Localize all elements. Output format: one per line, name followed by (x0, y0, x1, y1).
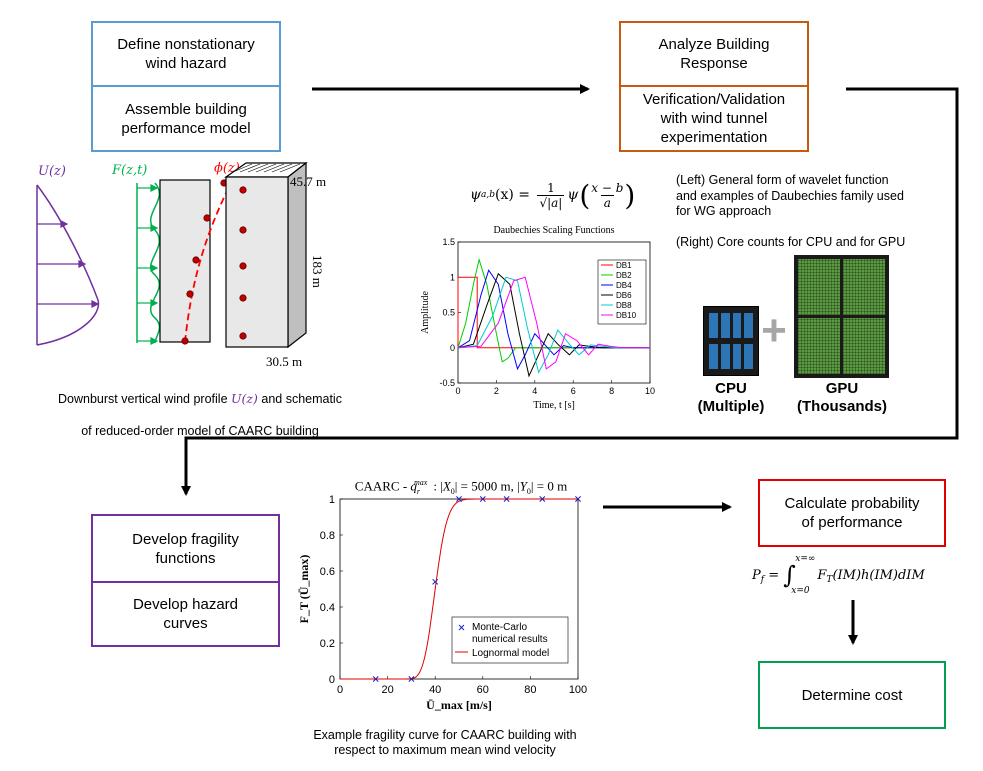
box-verification: Verification/Validation with wind tunnel… (619, 85, 809, 152)
db-legend-label: DB2 (616, 271, 632, 280)
box-hazard-curves: Develop hazard curves (91, 581, 280, 647)
building-block-front (225, 176, 289, 348)
cpu-label: CPU (Multiple) (697, 380, 765, 415)
frag-mc-point (503, 496, 510, 502)
db-legend-label: DB1 (616, 261, 632, 270)
dim-top: 45.7 m (290, 174, 326, 189)
db-ylabel: Amplitude (420, 291, 431, 334)
db-series-db2 (457, 257, 650, 363)
frag-mc-point (408, 676, 415, 682)
dim-bottom: 30.5 m (266, 354, 302, 369)
building-block-side (287, 161, 307, 349)
dim-height: 183 m (310, 255, 325, 288)
mode-shape-curve (184, 184, 231, 343)
fragility-caption: Example fragility curve for CAARC buildi… (313, 728, 577, 757)
db-series-db6 (457, 272, 650, 378)
frag-xtick-label: 100 (569, 684, 587, 696)
db-series-db10 (457, 276, 650, 370)
frag-ytick-label: 0.6 (320, 566, 335, 578)
frag-xlabel: Ū_max [m/s] (426, 698, 492, 712)
arrow-wrap (181, 87, 959, 496)
frag-mc-point (575, 496, 581, 502)
frag-mc-point (539, 496, 546, 502)
gpu-chip (794, 255, 889, 378)
gpu-label: GPU (Thousands) (797, 380, 887, 415)
frag-xtick-label: 20 (381, 684, 393, 696)
frag-mc-point (456, 496, 462, 502)
db-xtick-label: 8 (609, 386, 614, 396)
frag-legend-label-lognormal: Lognormal model (472, 648, 549, 659)
db-xtick-label: 0 (455, 386, 460, 396)
frag-mc-point (479, 496, 486, 502)
wavelet-note: (Left) General form of wavelet function … (676, 173, 906, 249)
db-xtick-label: 2 (494, 386, 499, 396)
db-legend (597, 259, 647, 325)
frag-ytick-label: 0.4 (320, 602, 335, 614)
db-legend-label: DB4 (616, 281, 632, 290)
stick-model-panel (159, 179, 211, 343)
db-xtick-label: 4 (532, 386, 537, 396)
box-analyze-response: Analyze Building Response (619, 21, 809, 87)
frag-legend (451, 616, 569, 664)
db-series-db4 (457, 269, 650, 371)
db-ytick-label: 1.5 (442, 237, 455, 247)
downburst-profile-curve (36, 184, 100, 346)
force-wave (149, 182, 161, 344)
wavelet-formula: ψ a,b (x) = 1 √|a| ψ ( x − b a ) (470, 178, 636, 212)
frag-legend-marker (458, 624, 465, 631)
frag-xtick-label: 0 (337, 684, 343, 696)
plus-sign: + (761, 306, 787, 355)
db-series-db8 (457, 276, 650, 374)
frag-xtick-label: 80 (524, 684, 536, 696)
frag-ytick-label: 0.2 (320, 638, 335, 650)
db-ytick-label: -0.5 (439, 378, 455, 388)
fragility-title: CAARC - qrmax: |X0| = 5000 m, |Y0| = 0 m (354, 478, 568, 496)
frag-ytick-label: 0.8 (320, 530, 335, 542)
db-ytick-label: 1 (450, 272, 455, 282)
frag-ytick-label: 0 (329, 674, 335, 686)
frag-ylabel: F_T (Ū_max) (297, 555, 311, 624)
frag-ytick-label: 1 (329, 494, 335, 506)
frag-lognormal-curve (340, 498, 578, 680)
db-xlabel: Time, t [s] (533, 400, 575, 411)
db-ytick-label: 0 (450, 343, 455, 353)
db-xtick-label: 6 (571, 386, 576, 396)
db-ytick-label: 0.5 (442, 308, 455, 318)
db-legend-label: DB6 (616, 291, 632, 300)
u-profile-label: U(z) (38, 164, 66, 179)
building-caption: Downburst vertical wind profile U(z) and… (58, 391, 342, 438)
building-schematic: U(z) F(z,t) ϕ(z) 45.7 m 183 m 30.5 m (36, 161, 326, 369)
frag-mc-point (432, 578, 439, 585)
db-xtick-label: 10 (645, 386, 655, 396)
frag-xtick-label: 40 (429, 684, 441, 696)
frag-xtick-label: 60 (477, 684, 489, 696)
box-define-hazard: Define nonstationary wind hazard (91, 21, 281, 87)
cpu-chip (703, 306, 759, 376)
frag-legend-label-mc-2: numerical results (472, 634, 548, 645)
box-assemble-model: Assemble building performance model (91, 85, 281, 152)
box-determine-cost: Determine cost (758, 661, 946, 729)
force-label: F(z,t) (111, 163, 147, 178)
db-legend-label: DB8 (616, 301, 632, 310)
db-chart-title: Daubechies Scaling Functions (493, 225, 614, 236)
db-legend-label: DB10 (616, 311, 637, 320)
box-calculate-probability: Calculate probability of performance (758, 479, 946, 547)
frag-legend-label-mc-1: Monte-Carlo (472, 622, 527, 633)
box-fragility-functions: Develop fragility functions (91, 514, 280, 583)
frag-mc-point (372, 676, 379, 682)
fragility-chart: 0 20 40 60 80 100 0 0.2 0.4 0.6 0.8 1 Ū_max [m/s] F_T… (297, 494, 587, 712)
